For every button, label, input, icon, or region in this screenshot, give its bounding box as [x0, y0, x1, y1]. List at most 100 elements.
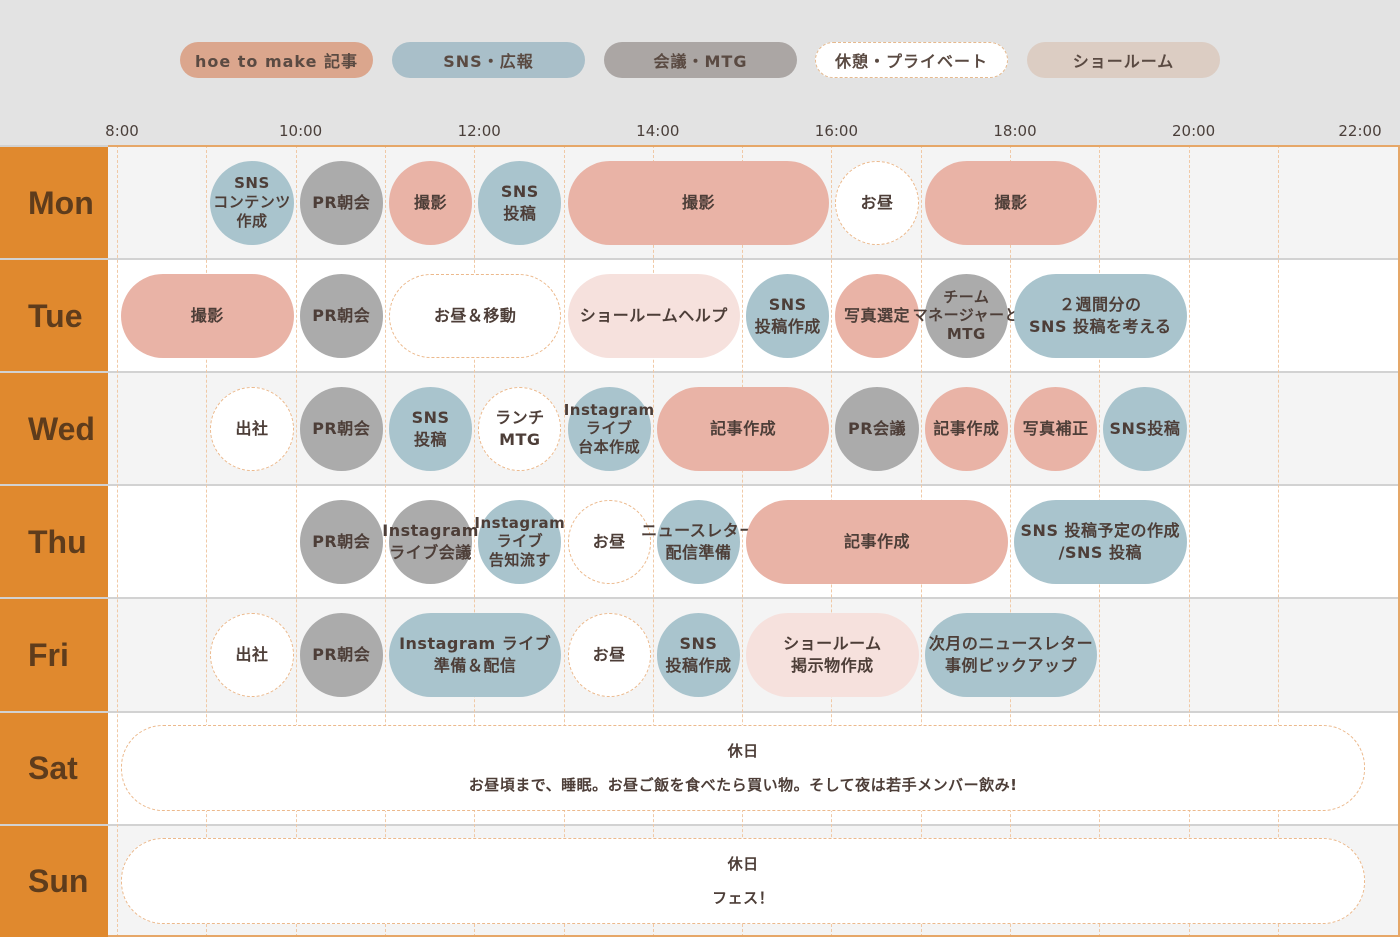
- hour-line: [384, 145, 386, 937]
- block-text: 次月のニュースレター: [928, 634, 1094, 654]
- hour-line: [1277, 145, 1279, 937]
- schedule-block-meeting[interactable]: PR朝会: [299, 386, 383, 471]
- day-label-mon: Mon: [0, 147, 108, 259]
- schedule-block-meeting[interactable]: PR朝会: [299, 612, 383, 697]
- hour-line: [295, 145, 297, 937]
- block-text: 投稿: [503, 203, 537, 223]
- schedule-block-sns[interactable]: SNS 投稿作成: [656, 612, 741, 697]
- block-text: 撮影: [414, 192, 448, 212]
- schedule-block-sns[interactable]: SNS 投稿予定の作成/SNS 投稿: [1014, 499, 1187, 584]
- block-text: Instagram: [382, 521, 479, 541]
- hour-line: [206, 145, 208, 937]
- block-text: PR朝会: [312, 305, 371, 325]
- schedule-block-break[interactable]: 出社: [210, 386, 294, 471]
- block-text: SNS: [411, 408, 450, 428]
- block-text: 記事作成: [710, 418, 777, 438]
- block-text: 投稿作成: [665, 655, 732, 675]
- schedule-block-sns[interactable]: ２週間分の SNS 投稿を考える: [1014, 273, 1187, 358]
- schedule-block-sns[interactable]: Instagram ライブ 告知流す: [474, 499, 565, 584]
- block-text: チーム: [943, 287, 990, 306]
- schedule-block-break[interactable]: 出社: [210, 612, 294, 697]
- schedule-block-article[interactable]: 記事作成: [656, 386, 830, 471]
- schedule-block-meeting[interactable]: チーム マネージャーと MTG: [913, 273, 1020, 358]
- block-text: ライブ会議: [389, 542, 472, 562]
- schedule-block-article[interactable]: 撮影: [388, 160, 473, 245]
- legend-item-break: 休憩・プライベート: [815, 42, 1008, 78]
- block-text: SNS: [500, 181, 539, 201]
- block-text: PR朝会: [312, 418, 371, 438]
- block-text: PR朝会: [312, 532, 371, 552]
- block-text: お昼: [860, 192, 894, 212]
- schedule-block-article[interactable]: 撮影: [567, 160, 830, 245]
- block-text: 台本作成: [578, 438, 641, 457]
- block-text: 配信準備: [665, 542, 732, 562]
- schedule-block-meeting[interactable]: PR会議: [835, 386, 919, 471]
- schedule-block-break[interactable]: ランチ MTG: [478, 386, 562, 471]
- block-text: Instagram ライブ: [399, 634, 552, 654]
- schedule-block-sns[interactable]: Instagram ライブ 台本作成: [564, 386, 654, 471]
- schedule-block-meeting[interactable]: Instagram ライブ会議: [382, 499, 478, 584]
- schedule-block-article[interactable]: 撮影: [924, 160, 1098, 245]
- schedule-block-sns[interactable]: Instagram ライブ 準備＆配信: [388, 612, 562, 697]
- block-text: ランチ: [495, 408, 545, 428]
- schedule-block-sns[interactable]: SNS 投稿作成: [746, 273, 830, 358]
- time-tick: 10:00: [278, 122, 323, 140]
- schedule-block-break[interactable]: お昼＆移動: [388, 273, 562, 358]
- hour-line: [742, 145, 744, 937]
- hour-line: [474, 145, 476, 937]
- legend-item-sns: SNS・広報: [392, 42, 585, 78]
- block-text: 記事作成: [933, 418, 1000, 438]
- schedule-block-break[interactable]: 休日 お昼頃まで、睡眠。お昼ご飯を食べたら買い物。そして夜は若手メンバー飲み!: [121, 725, 1366, 812]
- block-text: 撮影: [994, 192, 1028, 212]
- schedule-block-showroom[interactable]: ショールーム 掲示物作成: [746, 612, 919, 697]
- block-text: ショールーム: [783, 634, 882, 654]
- schedule-block-showroom[interactable]: ショールームヘルプ: [567, 273, 741, 358]
- block-text: ニュースレター: [641, 521, 756, 541]
- schedule-block-break[interactable]: お昼: [567, 612, 651, 697]
- block-text: Instagram: [563, 400, 655, 419]
- block-text: MTG: [499, 429, 541, 449]
- legend-item-article: hoe to make 記事: [180, 42, 373, 78]
- header-band: hoe to make 記事 SNS・広報 会議・MTG 休憩・プライベート ショールー…: [0, 0, 1400, 145]
- schedule-block-break[interactable]: お昼: [567, 499, 651, 584]
- block-text: 休日: [727, 741, 759, 760]
- block-text: 撮影: [681, 192, 715, 212]
- schedule-block-article[interactable]: 記事作成: [924, 386, 1008, 471]
- block-text: マネージャーと: [912, 306, 1021, 325]
- schedule-block-sns[interactable]: 次月のニュースレター 事例ピックアップ: [924, 612, 1098, 697]
- schedule-block-meeting[interactable]: PR朝会: [299, 273, 383, 358]
- schedule-block-break[interactable]: お昼: [835, 160, 919, 245]
- time-tick: 12:00: [457, 122, 501, 140]
- hour-line: [117, 145, 118, 937]
- schedule-block-article[interactable]: 記事作成: [746, 499, 1008, 584]
- hour-line: [652, 145, 654, 937]
- schedule-block-article[interactable]: 撮影: [121, 273, 294, 358]
- block-text: 写真選定: [844, 305, 911, 325]
- block-text: PR会議: [848, 418, 907, 438]
- block-text: ライブ: [496, 532, 544, 551]
- block-text: コンテンツ: [213, 193, 291, 212]
- block-text: PR朝会: [312, 645, 371, 665]
- block-text: お昼: [592, 532, 626, 552]
- schedule-block-sns[interactable]: ニュースレター 配信準備: [641, 499, 755, 584]
- time-tick: 14:00: [636, 122, 680, 140]
- schedule-block-article[interactable]: 写真選定: [835, 273, 919, 358]
- day-label-fri: Fri: [0, 599, 108, 712]
- block-text: SNS 投稿を考える: [1029, 316, 1172, 336]
- schedule-block-sns[interactable]: SNS投稿: [1103, 386, 1187, 471]
- block-text: SNS: [768, 295, 807, 315]
- day-label-sun: Sun: [0, 825, 108, 937]
- block-text: 告知流す: [488, 551, 551, 570]
- schedule-block-meeting[interactable]: PR朝会: [299, 160, 383, 245]
- schedule-block-break[interactable]: 休日 フェス！: [121, 838, 1366, 925]
- schedule-block-meeting[interactable]: PR朝会: [299, 499, 383, 584]
- day-label-tue: Tue: [0, 260, 108, 373]
- legend-item-meeting: 会議・MTG: [604, 42, 797, 78]
- schedule-block-sns[interactable]: SNS コンテンツ 作成: [210, 160, 294, 245]
- time-tick: 16:00: [814, 122, 859, 140]
- block-text: 出社: [235, 418, 269, 438]
- block-text: 撮影: [190, 305, 224, 325]
- schedule-block-article[interactable]: 写真補正: [1014, 386, 1098, 471]
